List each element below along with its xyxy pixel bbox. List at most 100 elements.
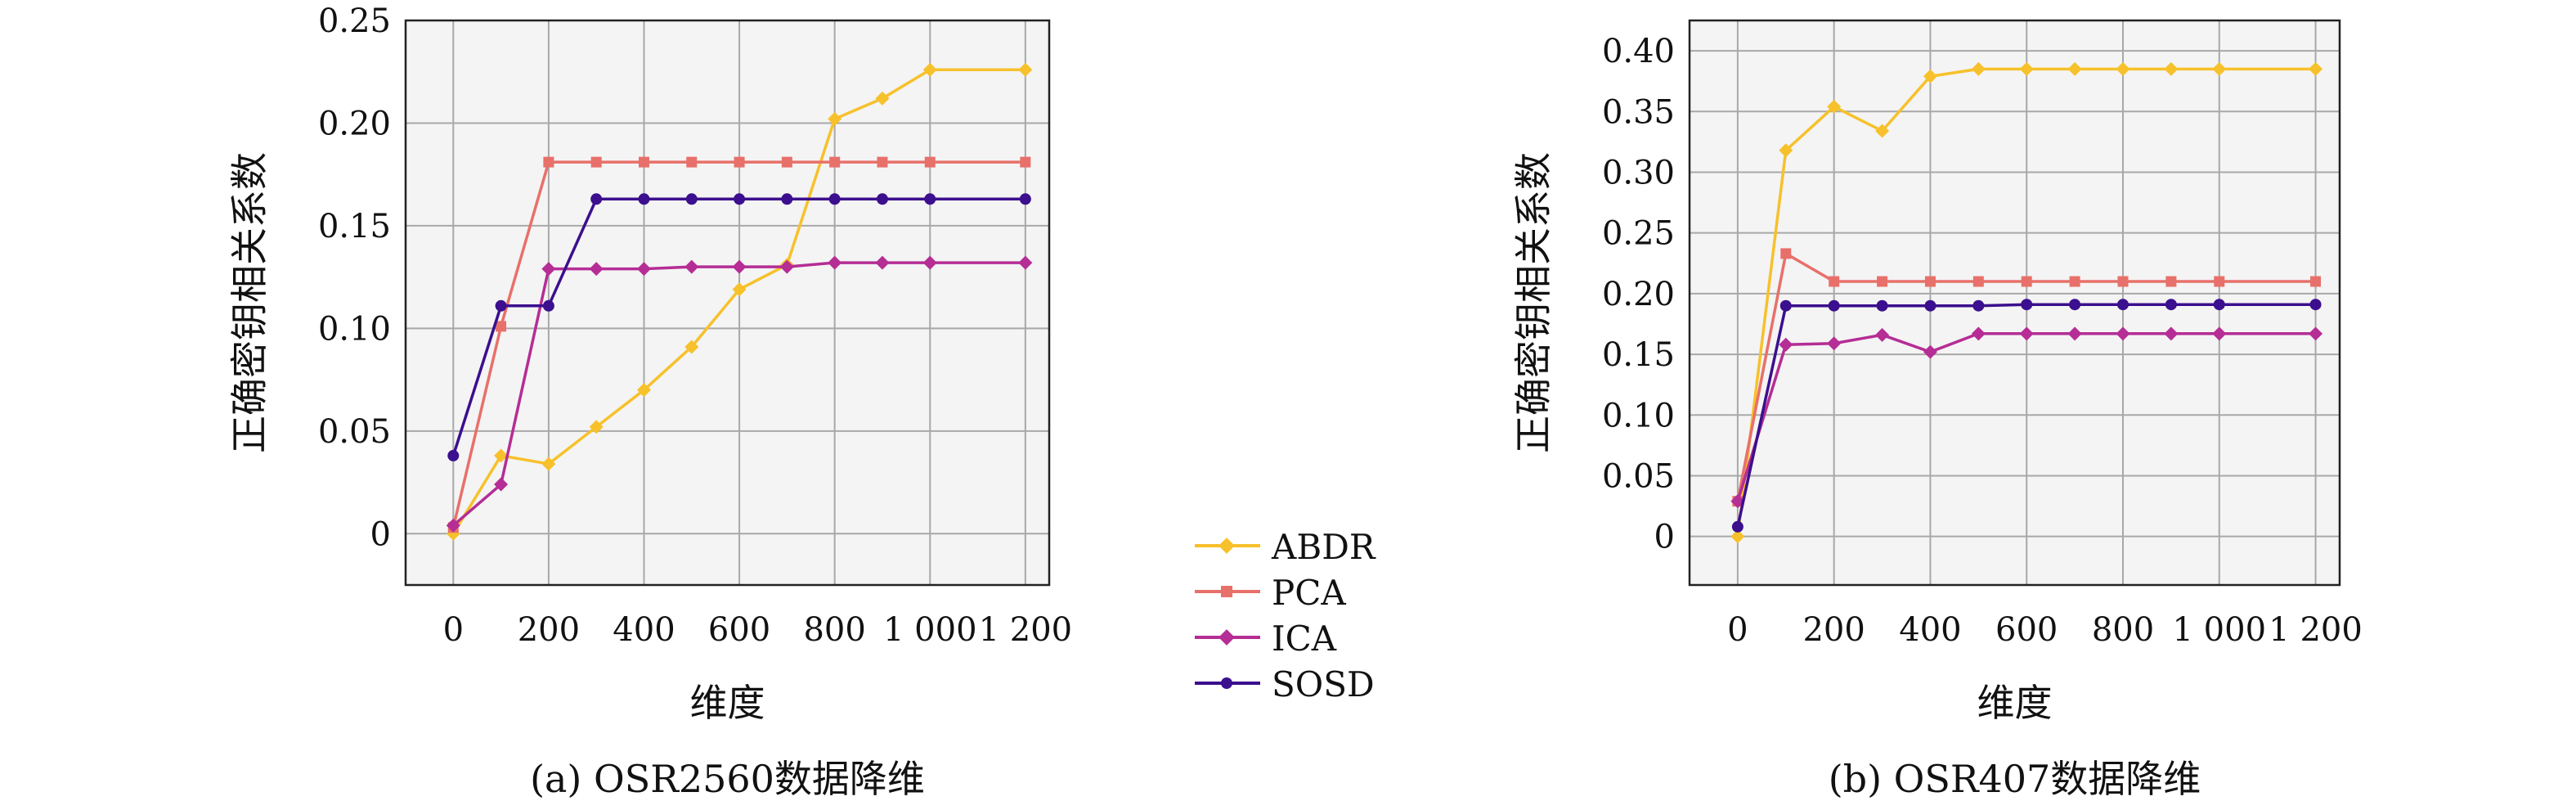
chart-a-point-ica xyxy=(1018,255,1033,270)
chart-b-y-tick-label: 0.15 xyxy=(1602,336,1675,374)
circle-icon xyxy=(1221,677,1232,689)
chart-a-point-ica xyxy=(494,477,509,492)
chart-a-point-abdr xyxy=(541,457,556,471)
chart-a-point-ica xyxy=(541,262,556,277)
chart-b-point-pca xyxy=(1924,276,1936,287)
chart-b-point-pca xyxy=(2310,276,2322,287)
chart-b-x-tick-label: 600 xyxy=(1995,611,2058,649)
chart-b-y-tick-label: 0.30 xyxy=(1602,154,1675,191)
chart-b-point-abdr xyxy=(1779,143,1793,158)
chart-a-caption: (a) OSR2560数据降维 xyxy=(530,757,925,801)
chart-a-point-abdr xyxy=(828,111,842,126)
chart-b-point-abdr xyxy=(2067,61,2082,76)
chart-b-caption: (b) OSR407数据降维 xyxy=(1829,757,2201,801)
chart-b-point-ica xyxy=(2164,326,2179,341)
chart-a-point-ica xyxy=(589,262,604,277)
chart-b-point-ica xyxy=(2212,326,2227,341)
chart-a-point-pca xyxy=(590,156,602,168)
chart-a-point-pca xyxy=(877,156,888,168)
chart-b-y-tick-label: 0.25 xyxy=(1602,215,1675,253)
diamond-icon xyxy=(1218,629,1235,646)
legend-label: PCA xyxy=(1272,573,1346,613)
chart-b-point-pca xyxy=(2214,276,2225,287)
chart-a-x-tick-label: 600 xyxy=(708,611,770,649)
chart-b-point-abdr xyxy=(1971,61,1986,76)
legend: ABDR PCA ICA SOSD xyxy=(1190,524,1435,728)
chart-a-point-abdr xyxy=(875,91,890,106)
chart-b-point-sosd xyxy=(1828,299,1840,312)
chart-b-y-tick-label: 0 xyxy=(1654,519,1675,556)
chart-b-point-sosd xyxy=(2165,299,2177,311)
legend-label: ABDR xyxy=(1272,527,1376,567)
chart-b-x-tick-label: 800 xyxy=(2092,611,2154,649)
chart-b-point-abdr xyxy=(1730,529,1745,544)
chart-a-y-tick-label: 0 xyxy=(370,515,391,553)
chart-a-series-line-pca xyxy=(451,160,1025,529)
chart-b-series-line-ica xyxy=(1736,332,2316,502)
chart-b-point-sosd xyxy=(1731,520,1744,533)
chart-b-point-ica xyxy=(1779,337,1793,352)
chart-b-x-tick-label: 400 xyxy=(1899,611,1961,649)
chart-a-point-abdr xyxy=(589,420,604,434)
chart-a-point-sosd xyxy=(542,299,554,312)
chart-b-point-sosd xyxy=(2117,299,2129,311)
legend-label: ICA xyxy=(1272,619,1337,659)
chart-b-point-ica xyxy=(1875,327,1890,342)
chart-a-x-tick-label: 1 200 xyxy=(979,611,1073,649)
chart-b-y-axis-label: 正确密钥相关系数 xyxy=(1511,152,1555,453)
chart-a-point-pca xyxy=(734,156,745,168)
chart-a-point-sosd xyxy=(447,449,460,461)
chart-a-point-ica xyxy=(732,259,747,274)
chart-a-series-line-abdr xyxy=(451,68,1025,535)
chart-b-point-pca xyxy=(1972,276,1984,287)
legend-label: SOSD xyxy=(1272,664,1375,704)
chart-b-y-tick-label: 0.40 xyxy=(1602,33,1675,70)
chart-a-point-pca xyxy=(543,156,554,168)
chart-a-y-axis-label: 正确密钥相关系数 xyxy=(227,152,272,453)
chart-a-axes-frame xyxy=(404,19,1051,587)
chart-b-point-abdr xyxy=(1923,69,1937,83)
chart-a-point-abdr xyxy=(684,340,699,354)
chart-b-point-ica xyxy=(1971,326,1986,341)
chart-a-point-ica xyxy=(446,518,460,533)
chart-b-axes-frame xyxy=(1688,19,2341,587)
chart-a-point-ica xyxy=(636,262,651,277)
chart-b-point-abdr xyxy=(2116,61,2130,76)
chart-b-point-abdr xyxy=(2309,61,2323,76)
chart-a-y-tick-label: 0.10 xyxy=(318,310,391,348)
chart-a-x-tick-label: 800 xyxy=(803,611,865,649)
chart-a-y-tick-label: 0.05 xyxy=(318,413,391,451)
chart-b-x-tick-label: 0 xyxy=(1727,611,1748,649)
chart-a-point-abdr xyxy=(922,62,937,77)
chart-b-point-sosd xyxy=(1779,299,1792,312)
chart-a-point-sosd xyxy=(828,193,841,205)
chart-b-point-pca xyxy=(1877,276,1888,287)
chart-a-point-pca xyxy=(829,156,841,168)
chart-b-x-tick-label: 1 000 xyxy=(2173,611,2267,649)
chart-b-point-ica xyxy=(2019,326,2034,341)
chart-b-plot-area xyxy=(1690,20,2340,585)
chart-b-x-tick-label: 1 200 xyxy=(2269,611,2363,649)
legend-item-ica: ICA xyxy=(1190,615,1435,659)
chart-b-point-pca xyxy=(1829,276,1840,287)
chart-a-point-ica xyxy=(922,255,937,270)
chart-b-x-axis-label: 维度 xyxy=(1977,681,2053,725)
chart-a-point-ica xyxy=(684,259,699,274)
chart-b-series-line-pca xyxy=(1736,251,2316,502)
chart-b-y-tick-label: 0.10 xyxy=(1602,397,1675,434)
chart-b-series-line-sosd xyxy=(1736,303,2316,528)
chart-b-point-sosd xyxy=(1972,299,1985,312)
chart-a-point-pca xyxy=(638,156,649,168)
chart-a-series-line-sosd xyxy=(451,197,1025,457)
chart-b-x-tick-label: 200 xyxy=(1802,611,1865,649)
chart-a-point-sosd xyxy=(495,299,507,312)
chart-b-point-pca xyxy=(2021,276,2032,287)
chart-b-point-pca xyxy=(2069,276,2080,287)
chart-b-point-abdr xyxy=(1827,99,1842,114)
chart-a-x-tick-label: 200 xyxy=(518,611,580,649)
legend-item-abdr: ABDR xyxy=(1190,524,1435,568)
chart-a-point-sosd xyxy=(1019,193,1031,205)
chart-b-point-sosd xyxy=(2213,299,2225,311)
chart-a-x-tick-label: 1 000 xyxy=(883,611,977,649)
